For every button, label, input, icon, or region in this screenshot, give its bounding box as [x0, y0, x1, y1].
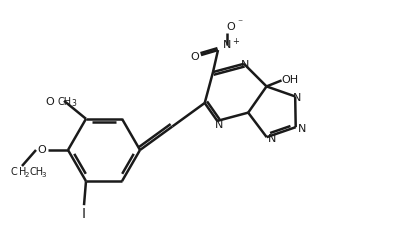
Text: C: C	[11, 167, 17, 177]
Text: H: H	[19, 167, 26, 177]
Text: N: N	[297, 124, 306, 134]
Text: O: O	[38, 145, 46, 155]
Text: 2: 2	[25, 172, 29, 178]
Text: CH: CH	[58, 97, 72, 107]
Text: CH: CH	[29, 167, 43, 177]
Text: O: O	[191, 52, 199, 62]
Text: N: N	[241, 60, 249, 70]
Text: N: N	[293, 94, 301, 104]
Text: N: N	[267, 134, 276, 144]
Text: N: N	[215, 120, 223, 130]
Text: 3: 3	[41, 172, 45, 178]
Text: 3: 3	[71, 99, 76, 108]
Text: O: O	[46, 97, 54, 107]
Text: +: +	[232, 37, 239, 46]
Text: OH: OH	[281, 75, 298, 85]
Text: O: O	[227, 22, 235, 32]
Text: ⁻: ⁻	[237, 18, 242, 28]
Text: N: N	[223, 40, 231, 50]
Text: I: I	[82, 207, 86, 221]
